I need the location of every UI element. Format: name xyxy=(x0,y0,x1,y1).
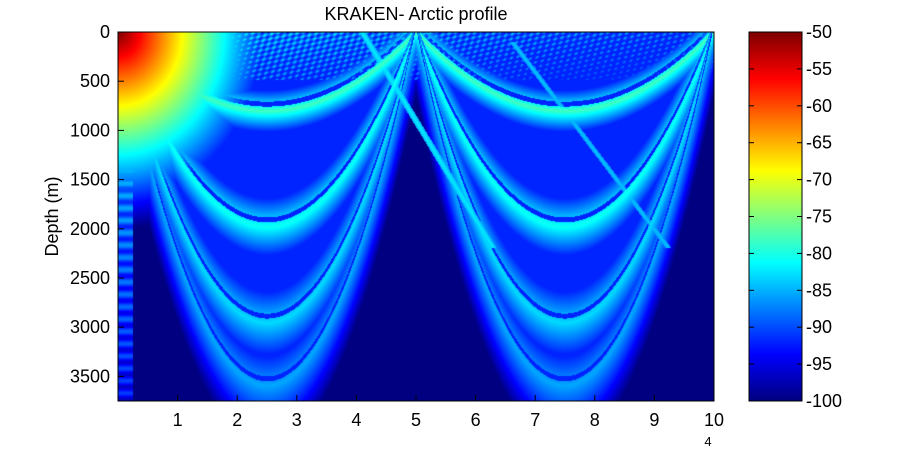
y-axis-label: Depth (m) xyxy=(42,176,62,256)
colorbar-image xyxy=(749,32,802,401)
x-tick-label: 8 xyxy=(590,410,600,430)
x-tick-label: 9 xyxy=(649,410,659,430)
y-tick-label: 2500 xyxy=(70,268,110,288)
colorbar-tick-label: -75 xyxy=(806,207,832,227)
colorbar-tick-label: -65 xyxy=(806,133,832,153)
colorbar: -50 -55 -60 -65 -70 -75 -80 -85 -90 -95 -100 xyxy=(748,22,842,411)
x-axis-exponent: 4 xyxy=(704,434,711,449)
heatmap-canvas xyxy=(118,32,714,401)
x-tick-label: 6 xyxy=(471,410,481,430)
colorbar-tick-label: -55 xyxy=(806,59,832,79)
x-tick-label: 4 xyxy=(351,410,361,430)
y-tick-label: 3000 xyxy=(70,317,110,337)
colorbar-tick-label: -90 xyxy=(806,317,832,337)
x-axis: 1 2 3 4 5 6 7 8 9 10 xyxy=(173,395,724,430)
plot-area xyxy=(117,31,715,402)
colorbar-tick-label: -60 xyxy=(806,96,832,116)
y-tick-label: 3500 xyxy=(70,366,110,386)
colorbar-tick-label: -50 xyxy=(806,22,832,42)
x-tick-label: 5 xyxy=(411,410,421,430)
colorbar-tick-label: -80 xyxy=(806,243,832,263)
y-axis: 0 500 1000 1500 2000 2500 3000 3500 xyxy=(70,22,124,386)
y-tick-label: 2000 xyxy=(70,219,110,239)
y-tick-label: 0 xyxy=(100,22,110,42)
x-tick-label: 7 xyxy=(530,410,540,430)
y-tick-label: 1500 xyxy=(70,170,110,190)
colorbar-tick-label: -70 xyxy=(806,170,832,190)
colorbar-tick-label: -100 xyxy=(806,391,842,411)
x-tick-label: 10 xyxy=(704,410,724,430)
colorbar-canvas xyxy=(749,32,802,401)
y-tick-label: 1000 xyxy=(70,120,110,140)
colorbar-tick-label: -85 xyxy=(806,280,832,300)
x-tick-label: 1 xyxy=(173,410,183,430)
colorbar-tick-label: -95 xyxy=(806,354,832,374)
x-tick-label: 3 xyxy=(292,410,302,430)
x-tick-label: 2 xyxy=(232,410,242,430)
chart-title: KRAKEN- Arctic profile xyxy=(324,4,507,24)
y-tick-label: 500 xyxy=(80,71,110,91)
colorbar-ticks: -50 -55 -60 -65 -70 -75 -80 -85 -90 -95 -100 xyxy=(749,22,842,411)
heatmap-image xyxy=(118,32,714,401)
